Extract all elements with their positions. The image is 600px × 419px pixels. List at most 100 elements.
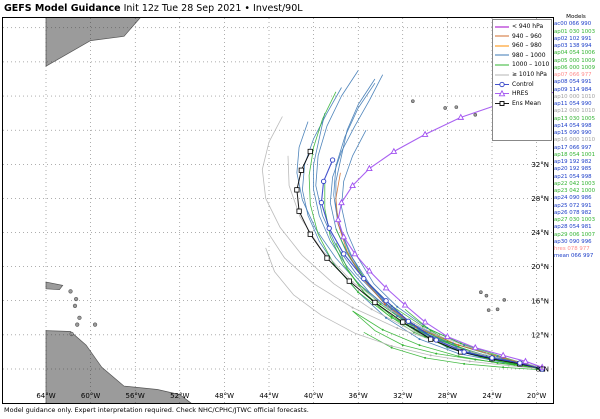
disclaimer-footer: Model guidance only. Expert interpretati… [4, 406, 309, 414]
member-point [418, 329, 421, 332]
atlantic-island [473, 113, 478, 117]
member-track [363, 331, 543, 371]
member-point [388, 305, 391, 308]
model-entry: ap18 054 1001 [554, 151, 596, 158]
member-point [381, 299, 384, 302]
ens-mean-point [307, 148, 313, 155]
member-point [390, 309, 393, 312]
hres-point [390, 147, 398, 154]
legend-line-swatch [495, 26, 509, 27]
antilles-island [75, 322, 80, 327]
model-entry: ap21 054 998 [554, 173, 592, 180]
member-point [370, 308, 373, 311]
model-entry: ap24 090 986 [554, 195, 592, 202]
member-track [357, 283, 537, 367]
lon-tick-label: 60°W [81, 392, 100, 400]
member-point [457, 344, 460, 347]
control-point [489, 355, 495, 361]
member-point [385, 316, 388, 319]
hres-point [349, 181, 356, 189]
control-point [433, 337, 439, 343]
caribbean-islands [45, 281, 64, 291]
member-point [357, 291, 360, 294]
lat-tick-label: 16°N [531, 297, 549, 305]
member-track [302, 87, 543, 370]
lat-tick-label: 12°N [531, 331, 549, 339]
lon-tick-label: 28°W [438, 392, 457, 400]
model-entry: ap07 066 977 [554, 72, 592, 78]
member-point [390, 316, 393, 319]
model-entry: ap12 000 1010 [554, 108, 596, 115]
control-point [326, 225, 332, 231]
lon-tick-label: 40°W [304, 392, 323, 400]
model-entry: hres 078 977 [554, 246, 590, 252]
legend-pressure-entry: ≥ 1010 hPa [495, 70, 547, 79]
ens-mean-point [346, 278, 352, 284]
legend-label: < 940 hPa [512, 23, 544, 30]
legend-marker-entry: HRES [495, 89, 528, 98]
hres-point [382, 284, 390, 291]
member-point [396, 315, 399, 318]
lon-tick-label: 48°W [215, 392, 234, 400]
ensemble-tracks [261, 70, 553, 372]
hres-point [401, 301, 409, 308]
member-point [455, 345, 458, 348]
legend-line-swatch [495, 35, 509, 37]
lat-tick-label: 32°N [531, 161, 549, 169]
lat-tick-label: 28°N [531, 195, 549, 203]
member-point [457, 355, 460, 358]
member-point [390, 346, 393, 349]
control-point [320, 178, 327, 184]
member-point [418, 344, 421, 347]
graticule [3, 18, 553, 403]
member-point [426, 327, 429, 330]
member-track [265, 247, 543, 370]
member-point [379, 303, 382, 306]
model-entry: ap08 054 991 [554, 79, 592, 86]
legend-label: 960 – 980 [512, 42, 542, 50]
legend-pressure-entry: 980 – 1000 [495, 51, 546, 60]
legend-line-swatch [495, 45, 509, 47]
lat-tick-label: 24°N [531, 229, 549, 237]
lat-tick-label: 20°N [531, 263, 549, 271]
hres-point [471, 343, 479, 351]
hres-point [421, 130, 429, 137]
member-point [463, 344, 466, 347]
member-track [266, 230, 543, 370]
member-point [381, 328, 384, 331]
lon-tick-label: 36°W [349, 392, 368, 400]
member-point [429, 329, 432, 332]
member-point [401, 344, 404, 347]
member-point [502, 366, 505, 369]
model-entry: ap14 054 998 [554, 122, 592, 129]
control-point [329, 157, 336, 163]
hres-point [351, 250, 359, 257]
model-entry: ap10 000 1010 [554, 93, 596, 100]
hres-point [444, 332, 451, 340]
model-entry: ap23 042 1000 [554, 188, 596, 194]
member-point [418, 338, 421, 341]
control-point [341, 251, 347, 257]
page-title: GEFS Model Guidance Init 12z Tue 28 Sep … [4, 2, 303, 16]
legend-marker-swatch [495, 90, 509, 97]
control-point [383, 298, 389, 304]
south-america-landmass [45, 330, 192, 403]
model-entry: ap19 192 982 [554, 159, 592, 165]
map-panel[interactable]: 64°W 60°W 56°W 52°W 48°W 44°W 40°W 36°W 32°W 28°W… [2, 17, 554, 404]
hres-point [365, 164, 373, 171]
member-point [496, 355, 499, 358]
legend-label: HRES [512, 90, 529, 98]
models-panel: Models ac00 066 990 ap01 030 1003 ap02 102… [554, 14, 598, 261]
legend-label: Ens Mean [512, 99, 541, 107]
model-entry: ap15 090 990 [554, 130, 592, 136]
hres-point [338, 198, 345, 206]
track-map[interactable]: 64°W 60°W 56°W 52°W 48°W 44°W 40°W 36°W 32°W 28°W… [3, 18, 553, 403]
cape-verde-island [484, 293, 489, 298]
hres-track [337, 91, 553, 368]
member-point [396, 327, 399, 330]
model-entry: ap05 000 1009 [554, 57, 596, 64]
cape-verde-island [479, 290, 483, 295]
map-legend: < 940 hPa 940 – 960 960 – 980 980 – 1000 100… [492, 19, 552, 141]
model-entry: ap17 066 997 [554, 144, 592, 151]
member-point [424, 356, 427, 359]
